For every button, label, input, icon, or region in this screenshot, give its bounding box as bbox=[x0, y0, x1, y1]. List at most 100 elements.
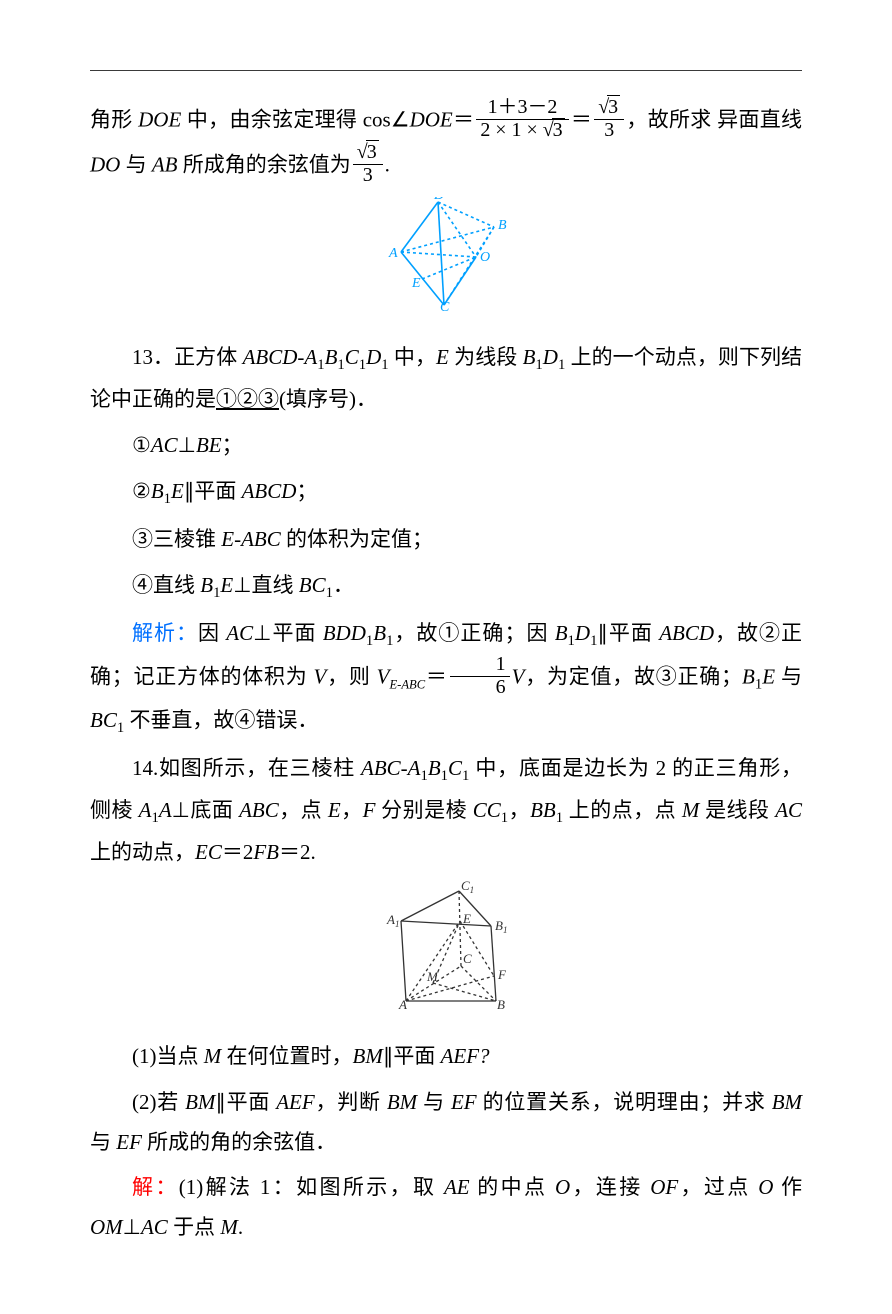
var: V bbox=[377, 664, 390, 688]
var: B bbox=[742, 664, 755, 688]
sub: 1 bbox=[568, 633, 575, 649]
figure-1: D B A O E C bbox=[90, 197, 802, 326]
var: AC bbox=[141, 1215, 168, 1239]
eq: ＝2. bbox=[279, 840, 316, 864]
text: 如图所示，在三棱柱 bbox=[158, 756, 361, 780]
label-e: E bbox=[411, 276, 421, 291]
denominator: 2 × 1 × 3 bbox=[476, 120, 568, 142]
sub: 1 bbox=[337, 357, 344, 373]
var: E bbox=[436, 345, 449, 369]
text: ⊥平面 bbox=[253, 621, 323, 645]
label-a: A bbox=[398, 997, 407, 1011]
var: BM bbox=[387, 1090, 417, 1114]
text: ， bbox=[508, 798, 530, 822]
var: EF bbox=[451, 1090, 477, 1114]
var: V bbox=[512, 664, 525, 688]
radicand: 3 bbox=[366, 140, 379, 163]
fraction-3: 33 bbox=[353, 142, 383, 187]
text: ∥平面 bbox=[184, 479, 242, 503]
sub: 1 bbox=[535, 357, 542, 373]
label-a: A bbox=[388, 246, 398, 261]
text: 所成的角的余弦值． bbox=[142, 1130, 336, 1154]
var: ABCD-A bbox=[243, 345, 318, 369]
var: BM bbox=[772, 1090, 802, 1114]
text: 作 bbox=[781, 1175, 802, 1199]
problem-13-analysis: 解析：因 AC⊥平面 BDD1B1，故①正确；因 B1D1∥平面 ABCD，故②… bbox=[90, 614, 802, 743]
var: BM bbox=[353, 1044, 383, 1068]
problem-14-solution: 解：(1)解法 1：如图所示，取 AE 的中点 O，连接 OF，过点 O 作 O… bbox=[90, 1168, 802, 1248]
var: BB bbox=[530, 798, 556, 822]
problem-13-stem: 13．正方体 ABCD-A1B1C1D1 中，E 为线段 B1D1 上的一个动点… bbox=[90, 338, 802, 420]
var: M bbox=[204, 1044, 222, 1068]
text: 并求 bbox=[721, 1090, 771, 1114]
problem-14-q2: (2)若 BM∥平面 AEF，判断 BM 与 EF 的位置关系，说明理由；并求 … bbox=[90, 1083, 802, 1163]
var: BC bbox=[90, 708, 117, 732]
text: 分别是棱 bbox=[375, 798, 472, 822]
problem-14-stem: 14.如图所示，在三棱柱 ABC-A1B1C1 中，底面是边长为 2 的正三角形… bbox=[90, 749, 802, 873]
var: B bbox=[200, 573, 213, 597]
label-d: D bbox=[433, 197, 444, 203]
var: AC bbox=[151, 433, 178, 457]
text: ，为定值，故③正确； bbox=[524, 664, 742, 688]
label-m: M bbox=[426, 969, 439, 984]
radicand: 3 bbox=[552, 118, 565, 141]
var-doe: DOE bbox=[138, 107, 181, 131]
fraction: 16 bbox=[450, 654, 510, 699]
text: (1)解法 1：如图所示，取 bbox=[179, 1175, 444, 1199]
var: FB bbox=[253, 840, 279, 864]
sub: 1 bbox=[421, 768, 428, 784]
var: BM bbox=[185, 1090, 215, 1114]
label-a1: A1 bbox=[386, 912, 399, 929]
var: V bbox=[314, 664, 327, 688]
text: 的体积为定值； bbox=[281, 527, 433, 551]
text: ，判断 bbox=[315, 1090, 387, 1114]
text: (填序号)． bbox=[279, 387, 377, 411]
punct: ． bbox=[333, 573, 354, 597]
var-do: DO bbox=[90, 152, 120, 176]
var: A bbox=[139, 798, 152, 822]
problem-14-q1: (1)当点 M 在何位置时，BM∥平面 AEF? bbox=[90, 1037, 802, 1077]
text: 的位置关系，说明理由； bbox=[477, 1090, 722, 1114]
continuation-paragraph: 角形 DOE 中，由余弦定理得 cos∠DOE＝1＋3－22 × 1 × 3＝3… bbox=[90, 99, 802, 189]
sub: 1 bbox=[326, 585, 333, 601]
label-b1: B1 bbox=[495, 918, 507, 935]
document-page: 角形 DOE 中，由余弦定理得 cos∠DOE＝1＋3－22 × 1 × 3＝3… bbox=[0, 0, 892, 1314]
punct: ， bbox=[714, 621, 737, 645]
text: 正方体 bbox=[174, 345, 242, 369]
text: ，故①正确；因 bbox=[393, 621, 554, 645]
label-b: B bbox=[498, 218, 507, 233]
var: AEF? bbox=[441, 1044, 490, 1068]
var-doe2: DOE bbox=[410, 107, 453, 131]
text: 点 bbox=[655, 798, 682, 822]
label-o: O bbox=[480, 250, 490, 265]
var: EC bbox=[195, 840, 222, 864]
perp: ⊥ bbox=[178, 433, 196, 457]
var: D bbox=[543, 345, 558, 369]
var: OF bbox=[650, 1175, 678, 1199]
circled: ④直线 bbox=[132, 573, 200, 597]
figure-2: C1 A1 E B1 C M F A B bbox=[90, 881, 802, 1025]
sub: 1 bbox=[556, 810, 563, 826]
var: B bbox=[555, 621, 568, 645]
text: ，过点 bbox=[678, 1175, 758, 1199]
sub: 1 bbox=[441, 768, 448, 784]
denominator: 6 bbox=[450, 677, 510, 699]
label-c: C bbox=[440, 300, 450, 312]
text: 与 bbox=[120, 152, 152, 176]
sqrt: 3 bbox=[598, 97, 620, 119]
text: ∥平面 bbox=[215, 1090, 276, 1114]
text: ⊥底面 bbox=[172, 798, 239, 822]
text: 中，由余弦定理得 cos∠ bbox=[181, 107, 409, 131]
fraction-2: 33 bbox=[594, 97, 624, 142]
text: 与 bbox=[775, 664, 802, 688]
circled: ① bbox=[132, 433, 151, 457]
sub: 1 bbox=[381, 357, 388, 373]
top-rule bbox=[90, 70, 802, 71]
var: B bbox=[428, 756, 441, 780]
var: F bbox=[363, 798, 376, 822]
solution-label: 解： bbox=[132, 1175, 179, 1199]
label-b: B bbox=[497, 997, 505, 1011]
problem-number: 14. bbox=[132, 756, 158, 780]
punct: ； bbox=[222, 433, 243, 457]
sub: 1 bbox=[359, 357, 366, 373]
